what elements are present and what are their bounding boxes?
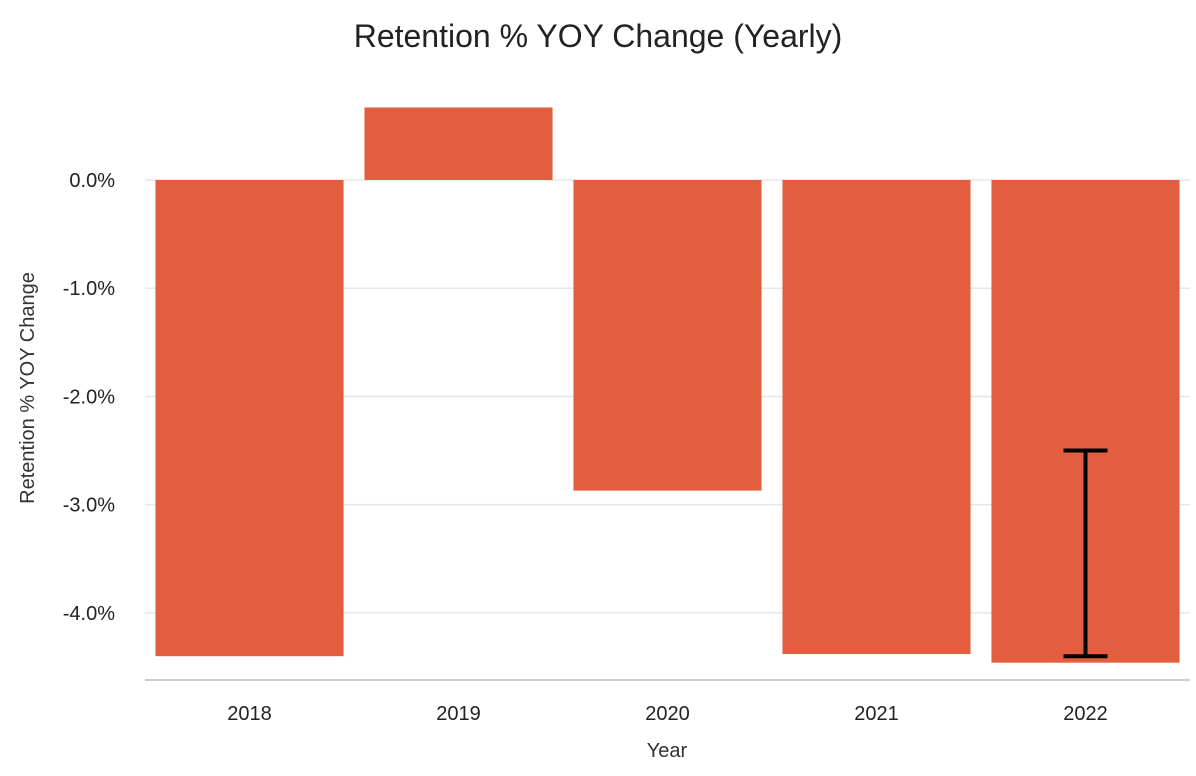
bar-2018[interactable] <box>155 179 344 657</box>
y-tick-label: -3.0% <box>63 495 115 517</box>
x-tick-label: 2021 <box>854 703 899 725</box>
bar-2021[interactable] <box>782 179 971 655</box>
y-tick-label: 0.0% <box>69 170 115 192</box>
bars <box>155 107 1180 663</box>
x-tick-label: 2022 <box>1063 703 1108 725</box>
bar-2019[interactable] <box>364 107 553 180</box>
y-tick-labels: 0.0% -1.0% -2.0% -3.0% -4.0% <box>63 170 115 625</box>
bar-2020[interactable] <box>573 179 762 491</box>
x-axis-label: Year <box>647 740 688 762</box>
y-axis-label: Retention % YOY Change <box>17 272 39 504</box>
error-bar <box>1063 448 1108 659</box>
y-tick-label: -1.0% <box>63 278 115 300</box>
y-tick-label: -2.0% <box>63 386 115 408</box>
x-tick-label: 2019 <box>436 703 481 725</box>
chart-title: Retention % YOY Change (Yearly) <box>354 18 843 54</box>
y-tick-label: -4.0% <box>63 603 115 625</box>
x-tick-labels: 2018 2019 2020 2021 2022 <box>227 703 1108 725</box>
x-tick-label: 2018 <box>227 703 272 725</box>
x-tick-label: 2020 <box>645 703 690 725</box>
